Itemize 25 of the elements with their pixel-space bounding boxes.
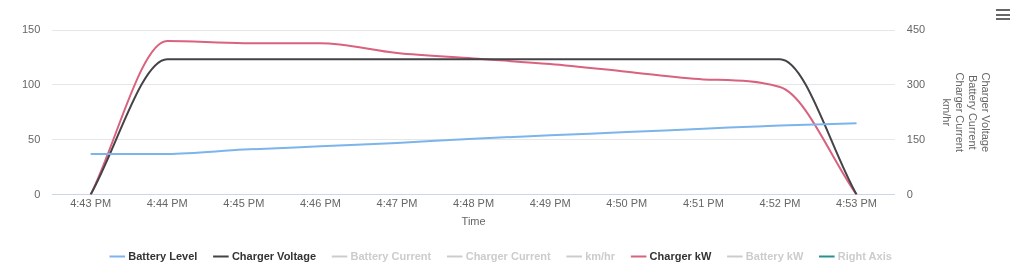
legend-label: Charger kW [649, 249, 712, 262]
x-tick-label: 4:49 PM [529, 197, 571, 210]
x-tick-label: 4:50 PM [606, 197, 648, 210]
x-tick-label: 4:48 PM [453, 197, 495, 210]
x-tick-label: 4:52 PM [759, 197, 801, 210]
y2-tick-label: 450 [906, 23, 926, 36]
x-tick-label: 4:44 PM [146, 197, 188, 210]
x-tick-label: 4:51 PM [682, 197, 724, 210]
y2-axis-title: Charger Voltage Battery Current Charger Current km/hr [940, 72, 993, 153]
y-tick-label: 100 [21, 77, 41, 90]
x-tick-label: 4:45 PM [223, 197, 265, 210]
legend-label: Battery Level [128, 249, 198, 262]
x-tick-label: 4:46 PM [299, 197, 341, 210]
y2-tick-label: 150 [906, 132, 926, 145]
x-tick-label: 4:53 PM [836, 197, 878, 210]
y-tick-label: 0 [34, 187, 41, 200]
y2-tick-label: 300 [906, 77, 926, 90]
line-series [89, 122, 858, 155]
x-tick-label: 4:47 PM [376, 197, 418, 210]
y-tick-label: 150 [21, 23, 41, 36]
x-tick-label: 4:43 PM [70, 197, 112, 210]
y2-tick-label: 0 [906, 187, 913, 200]
x-axis-title: Time [461, 215, 486, 228]
y-tick-label: 50 [28, 132, 41, 145]
legend-label: Charger Voltage [231, 249, 317, 262]
